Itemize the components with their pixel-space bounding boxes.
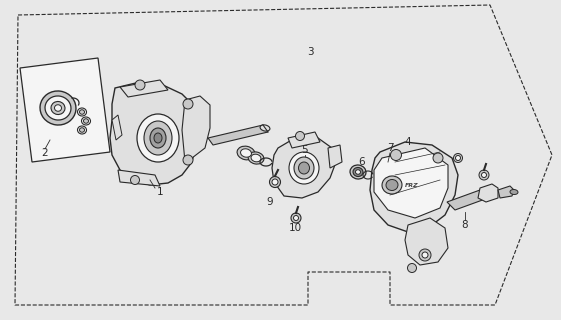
Text: 9: 9 xyxy=(266,197,273,207)
Ellipse shape xyxy=(382,176,402,194)
Ellipse shape xyxy=(154,133,162,143)
Ellipse shape xyxy=(289,152,319,184)
Polygon shape xyxy=(112,115,122,140)
Ellipse shape xyxy=(45,96,71,120)
Ellipse shape xyxy=(251,154,261,162)
Polygon shape xyxy=(118,170,160,186)
Ellipse shape xyxy=(353,167,363,177)
Circle shape xyxy=(407,263,416,273)
Text: FRZ: FRZ xyxy=(405,182,419,188)
Ellipse shape xyxy=(510,189,518,195)
Polygon shape xyxy=(478,184,498,202)
Circle shape xyxy=(390,149,402,161)
Polygon shape xyxy=(328,145,342,168)
Ellipse shape xyxy=(150,128,166,148)
Ellipse shape xyxy=(80,128,85,132)
Circle shape xyxy=(293,215,298,220)
Text: 4: 4 xyxy=(404,137,411,147)
Text: 3: 3 xyxy=(307,47,313,57)
Text: 6: 6 xyxy=(358,157,365,167)
Ellipse shape xyxy=(54,105,62,111)
Ellipse shape xyxy=(40,91,76,125)
Ellipse shape xyxy=(84,119,89,123)
Text: 5: 5 xyxy=(302,145,309,155)
Circle shape xyxy=(135,80,145,90)
Circle shape xyxy=(481,172,486,178)
Ellipse shape xyxy=(144,121,172,155)
Ellipse shape xyxy=(248,152,264,164)
Text: 2: 2 xyxy=(42,148,48,158)
Circle shape xyxy=(296,132,305,140)
Ellipse shape xyxy=(80,110,85,114)
Ellipse shape xyxy=(77,108,86,116)
Circle shape xyxy=(183,155,193,165)
Polygon shape xyxy=(110,82,195,185)
Text: 10: 10 xyxy=(288,223,302,233)
Circle shape xyxy=(419,249,431,261)
Ellipse shape xyxy=(260,125,270,131)
Ellipse shape xyxy=(81,117,90,125)
Ellipse shape xyxy=(241,149,251,157)
Polygon shape xyxy=(182,96,210,162)
Polygon shape xyxy=(374,148,448,218)
Ellipse shape xyxy=(77,126,86,134)
Circle shape xyxy=(131,175,140,185)
Polygon shape xyxy=(288,132,320,148)
Polygon shape xyxy=(272,138,336,198)
Ellipse shape xyxy=(137,114,179,162)
Circle shape xyxy=(183,99,193,109)
Circle shape xyxy=(456,156,461,161)
Circle shape xyxy=(479,170,489,180)
Text: 8: 8 xyxy=(462,220,468,230)
Polygon shape xyxy=(370,142,458,232)
Text: 7: 7 xyxy=(387,143,393,153)
Ellipse shape xyxy=(294,157,314,179)
Polygon shape xyxy=(447,190,488,210)
Polygon shape xyxy=(498,186,514,198)
Ellipse shape xyxy=(386,180,398,190)
Circle shape xyxy=(453,154,462,163)
Ellipse shape xyxy=(51,101,65,115)
Polygon shape xyxy=(405,218,448,265)
Polygon shape xyxy=(20,58,110,162)
Ellipse shape xyxy=(298,162,310,174)
Circle shape xyxy=(422,252,428,258)
Circle shape xyxy=(291,213,301,223)
Ellipse shape xyxy=(350,165,366,179)
Ellipse shape xyxy=(237,146,255,160)
Polygon shape xyxy=(120,80,168,97)
Circle shape xyxy=(272,179,278,185)
Polygon shape xyxy=(208,125,268,145)
Circle shape xyxy=(269,177,280,188)
Circle shape xyxy=(433,153,443,163)
Ellipse shape xyxy=(356,170,361,174)
Text: 1: 1 xyxy=(157,187,163,197)
